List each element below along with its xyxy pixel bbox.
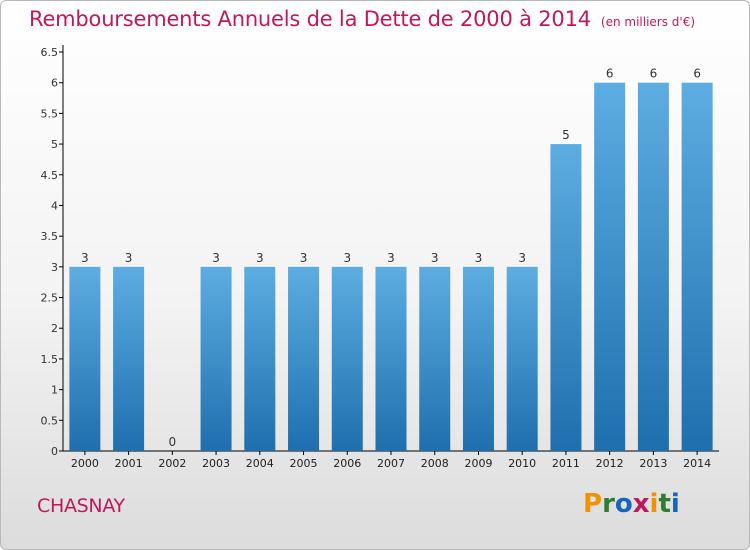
x-tick-label: 2012 [596,457,624,470]
x-tick-label: 2003 [202,457,230,470]
x-tick-label: 2004 [246,457,274,470]
x-tick-label: 2007 [377,457,405,470]
x-tick-label: 2009 [464,457,492,470]
bar [594,82,626,451]
logo-letter: i [670,489,680,519]
bar [506,266,538,451]
x-tick-label: 2014 [683,457,711,470]
bar [331,266,363,451]
y-tick-label: 1.5 [41,353,59,366]
y-tick-label: 1 [51,384,58,397]
y-tick-label: 3 [51,261,58,274]
bar-value-label: 3 [81,251,89,265]
x-tick-label: 2006 [333,457,361,470]
bar-value-label: 3 [475,251,483,265]
y-tick-label: 4 [51,199,58,212]
y-tick-label: 4.5 [41,169,59,182]
logo-letter: r [602,489,615,519]
bar-value-label: 3 [431,251,439,265]
bar-value-label: 3 [518,251,526,265]
logo-letter: t [658,489,671,519]
bar [462,266,494,451]
logo-letter: o [614,489,633,519]
x-tick-label: 2002 [158,457,186,470]
bar [288,266,320,451]
x-tick-label: 2000 [71,457,99,470]
y-tick-label: 5 [51,138,58,151]
y-tick-label: 2.5 [41,292,59,305]
x-tick-label: 2010 [508,457,536,470]
logo-letter: P [583,489,603,519]
y-tick-label: 6 [51,77,58,90]
bar-value-label: 5 [562,128,570,142]
bar-value-label: 3 [343,251,351,265]
y-tick-label: 5.5 [41,107,59,120]
x-tick-label: 2001 [115,457,143,470]
bar [200,266,232,451]
bar [69,266,101,451]
y-tick-label: 0 [51,445,58,458]
bar-value-label: 3 [387,251,395,265]
bar [550,144,582,452]
x-tick-label: 2008 [421,457,449,470]
bar [375,266,407,451]
bar [244,266,276,451]
bar-value-label: 6 [606,67,614,81]
chart-title-row: Remboursements Annuels de la Dette de 20… [29,7,695,31]
y-tick-label: 3.5 [41,230,59,243]
y-tick-label: 2 [51,322,58,335]
chart-title: Remboursements Annuels de la Dette de 20… [29,7,591,31]
town-name: CHASNAY [37,495,125,517]
y-tick-label: 0.5 [41,414,59,427]
logo-letter: x [632,489,650,519]
bar-value-label: 3 [212,251,220,265]
bar-value-label: 3 [125,251,133,265]
bar [637,82,669,451]
x-tick-label: 2005 [290,457,318,470]
logo-letter: i [649,489,659,519]
bar-value-label: 0 [169,435,177,449]
bar-value-label: 6 [650,67,658,81]
bar-value-label: 3 [256,251,264,265]
proxiti-logo: Proxiti [583,489,693,523]
bar [681,82,713,451]
x-tick-label: 2013 [639,457,667,470]
bar-value-label: 3 [300,251,308,265]
bar-value-label: 6 [693,67,701,81]
chart-subtitle: (en milliers d'€) [600,15,696,29]
bar [419,266,451,451]
bar [113,266,145,451]
x-tick-label: 2011 [552,457,580,470]
y-tick-label: 6.5 [41,46,59,59]
